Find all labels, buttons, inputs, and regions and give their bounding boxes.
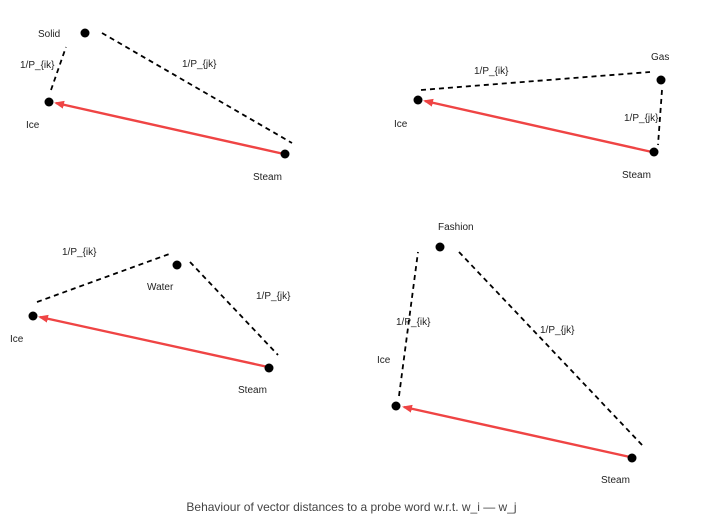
point-ice [391, 401, 401, 411]
label-ice: Ice [10, 334, 24, 345]
vector-steam-to-ice [423, 98, 653, 154]
vector-steam-to-ice [54, 100, 285, 156]
label-ice: Ice [377, 355, 391, 366]
label-jk: 1/P_{jk} [624, 113, 659, 124]
point-steam [280, 149, 290, 159]
dashed-water-to-steam [189, 261, 279, 356]
point-solid [80, 28, 90, 38]
dashed-fashion-to-steam [458, 251, 644, 447]
point-fashion [435, 242, 445, 252]
label-steam: Steam [622, 170, 651, 181]
label-jk: 1/P_{jk} [256, 291, 291, 302]
panel-water: 1/P_{ik} Water 1/P_{jk} Ice Steam [10, 247, 291, 396]
label-ik: 1/P_{ik} [20, 60, 55, 71]
label-jk: 1/P_{jk} [540, 325, 575, 336]
label-water: Water [147, 282, 174, 293]
label-ik: 1/P_{ik} [474, 66, 509, 77]
label-ik: 1/P_{ik} [396, 317, 431, 328]
label-ice: Ice [394, 119, 408, 130]
point-ice [44, 97, 54, 107]
label-ice: Ice [26, 120, 40, 131]
dashed-gas-to-steam [657, 89, 663, 146]
dashed-ice-to-water [36, 252, 173, 303]
dashed-ice-to-solid [50, 46, 67, 91]
label-jk: 1/P_{jk} [182, 59, 217, 70]
panel-solid: Solid 1/P_{ik} 1/P_{jk} Ice Steam [20, 28, 293, 183]
dashed-ice-to-fashion [398, 251, 419, 397]
vector-steam-to-ice [38, 314, 269, 369]
point-ice [28, 311, 38, 321]
point-water [172, 260, 182, 270]
dashed-ice-to-gas [420, 71, 651, 91]
dashed-solid-to-steam [101, 32, 293, 144]
label-ik: 1/P_{ik} [62, 247, 97, 258]
label-solid: Solid [38, 29, 60, 40]
point-steam [627, 453, 637, 463]
panel-gas: Gas 1/P_{ik} 1/P_{jk} Ice Steam [394, 52, 669, 181]
label-gas: Gas [651, 52, 669, 63]
point-ice [413, 95, 423, 105]
label-steam: Steam [253, 172, 282, 183]
vector-steam-to-ice [402, 404, 631, 459]
point-steam [649, 147, 659, 157]
figure-caption: Behaviour of vector distances to a probe… [186, 500, 517, 514]
point-gas [656, 75, 666, 85]
panel-fashion: Fashion 1/P_{ik} 1/P_{jk} Ice Steam [377, 222, 644, 486]
label-fashion: Fashion [438, 222, 474, 233]
point-steam [264, 363, 274, 373]
label-steam: Steam [238, 385, 267, 396]
label-steam: Steam [601, 475, 630, 486]
